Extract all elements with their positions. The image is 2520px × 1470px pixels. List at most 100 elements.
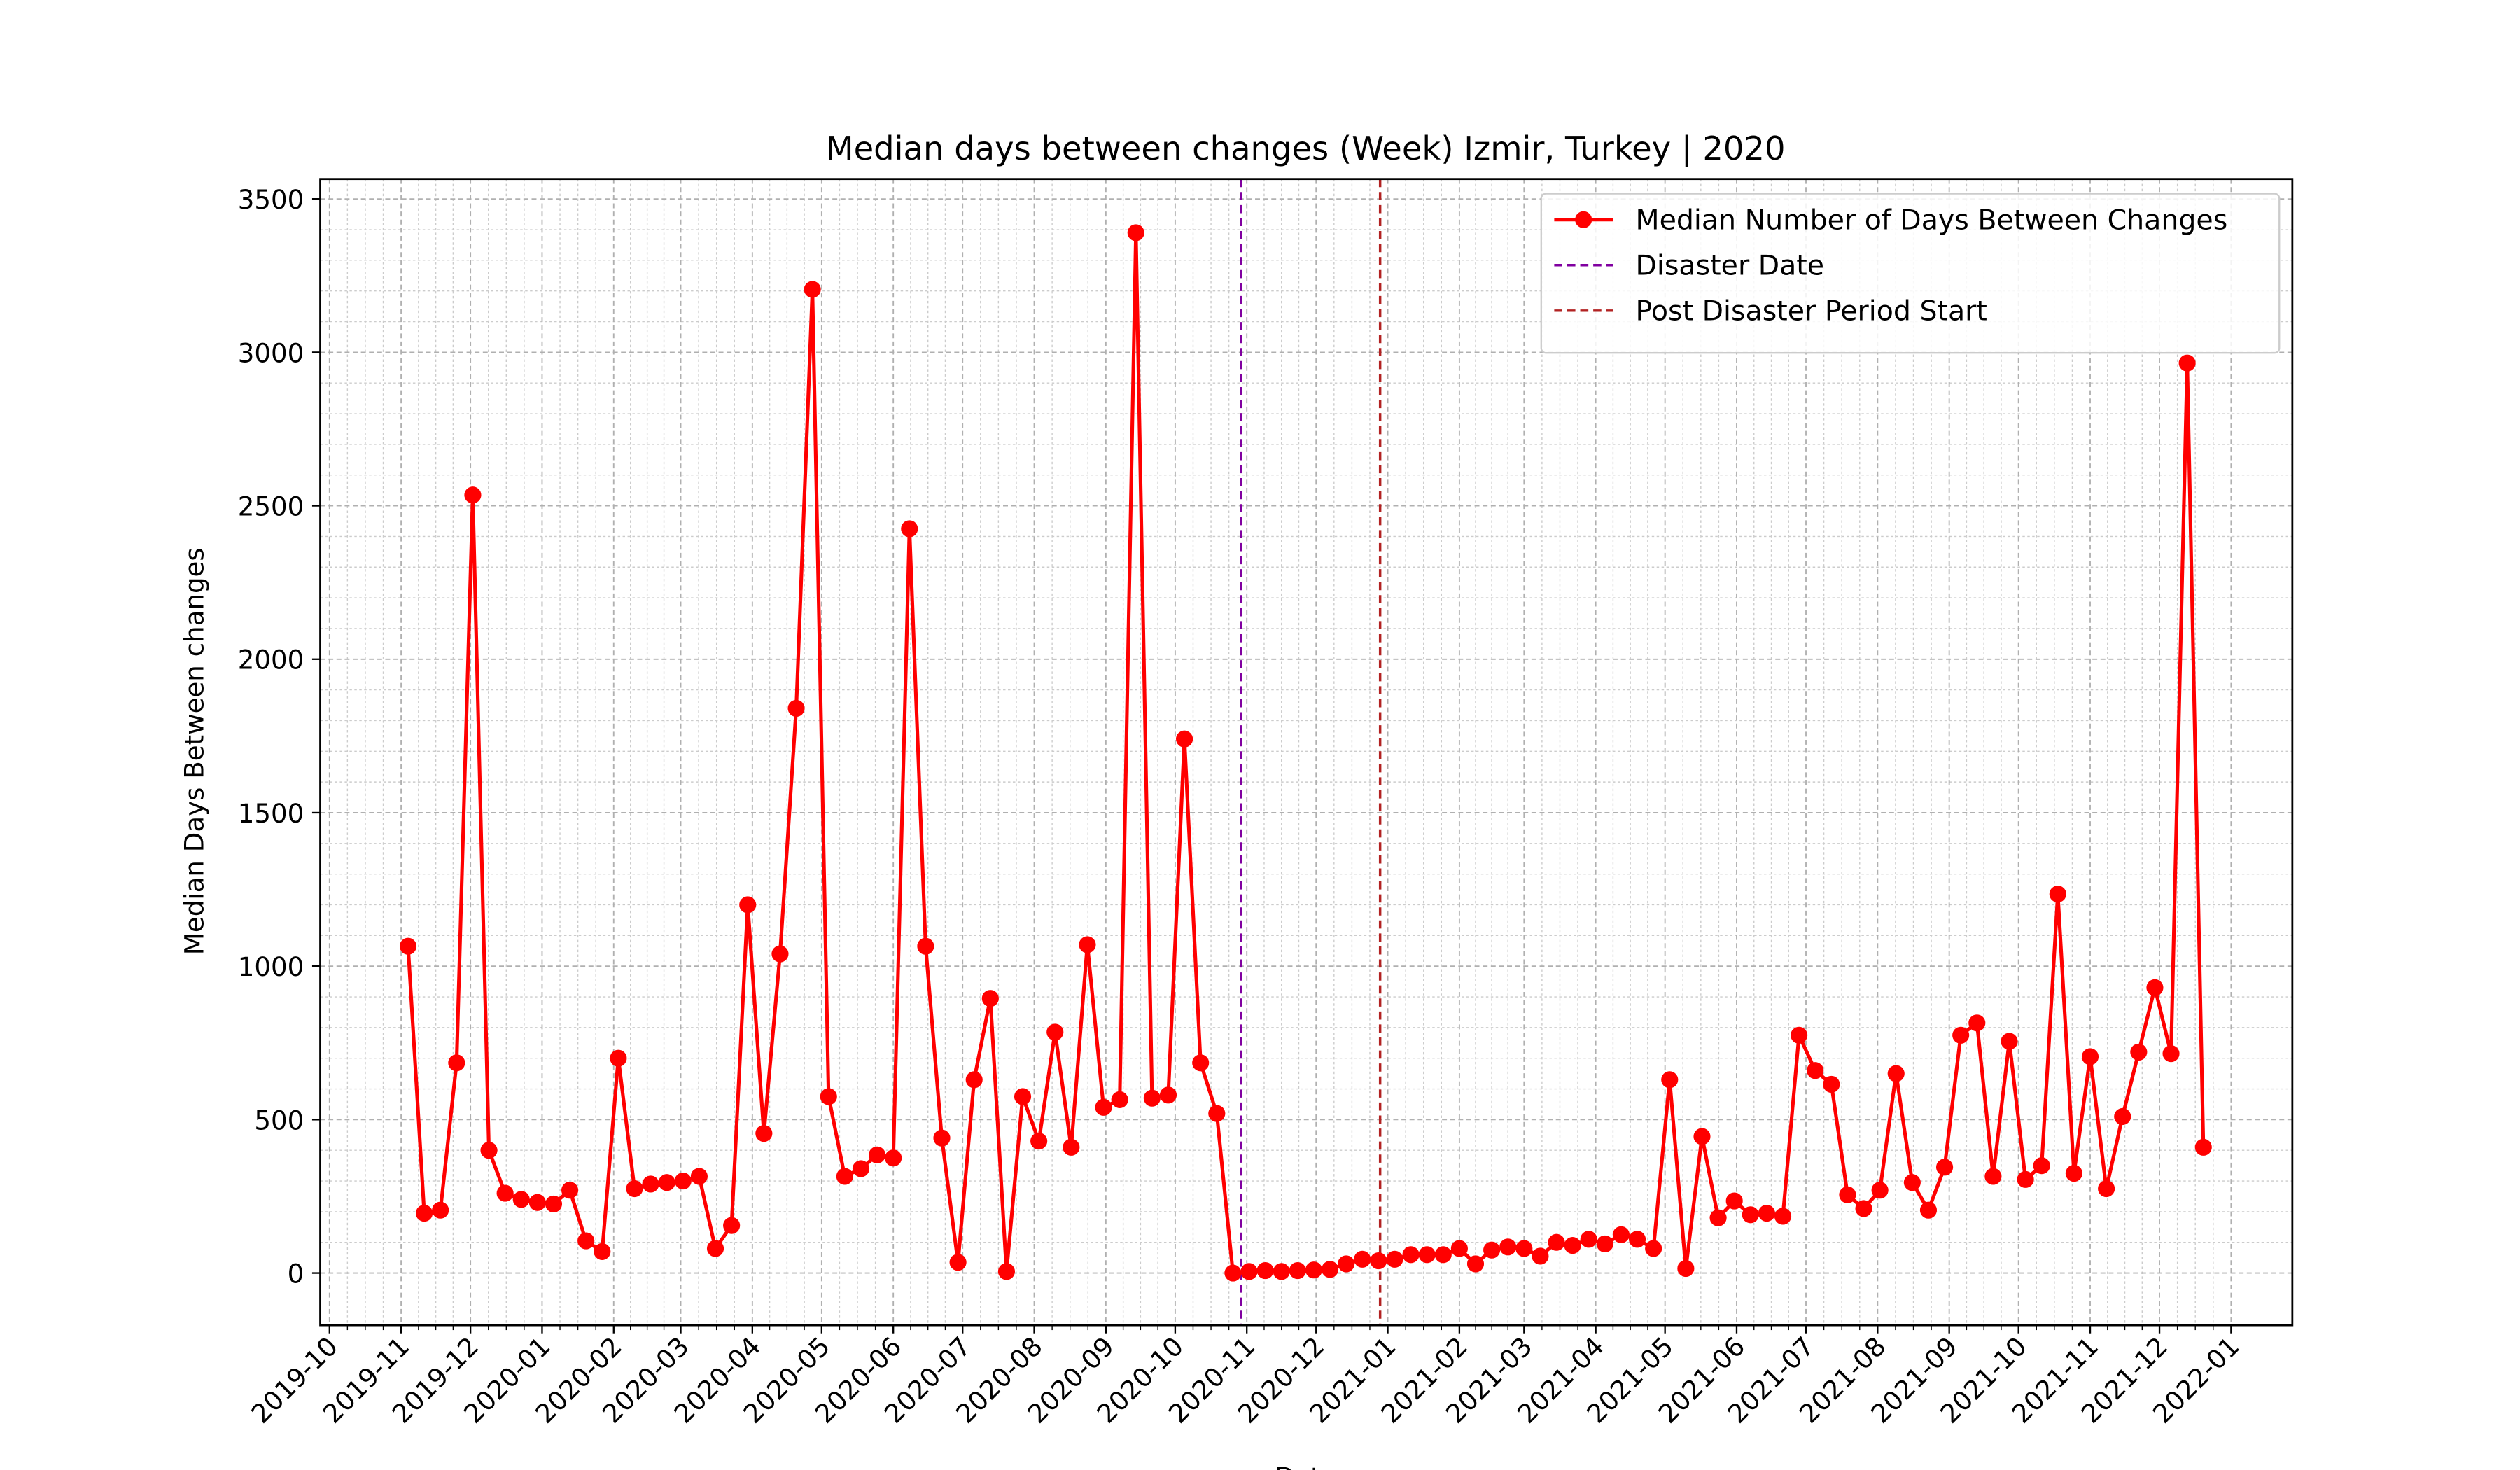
data-point [432, 1201, 449, 1219]
data-point [2194, 1138, 2212, 1156]
data-point [755, 1125, 773, 1142]
data-point [1887, 1065, 1905, 1082]
data-point [1434, 1246, 1452, 1264]
y-tick-label: 1000 [238, 952, 304, 982]
data-point [1709, 1209, 1727, 1226]
data-point [1338, 1255, 1355, 1273]
data-point [1516, 1240, 1533, 1257]
data-point [1774, 1208, 1792, 1225]
data-point [1984, 1168, 2002, 1185]
data-point [690, 1168, 708, 1185]
data-point [1063, 1138, 1080, 1156]
legend-label: Post Disaster Period Start [1636, 295, 1987, 328]
data-point [965, 1071, 983, 1088]
data-point [674, 1172, 692, 1190]
data-point [869, 1146, 886, 1163]
data-point [1354, 1250, 1371, 1268]
legend-label: Disaster Date [1636, 250, 1825, 282]
data-point [1014, 1088, 1032, 1105]
data-point [2001, 1032, 2018, 1050]
data-point [836, 1168, 853, 1185]
data-point [1693, 1128, 1711, 1145]
data-point [917, 937, 934, 955]
y-tick-label: 0 [288, 1259, 304, 1289]
data-point [1273, 1263, 1290, 1280]
y-tick-label: 3000 [238, 338, 304, 368]
data-point [1224, 1264, 1242, 1282]
data-point [1677, 1259, 1695, 1278]
plot-frame [319, 178, 2294, 1326]
data-point [1127, 224, 1144, 241]
data-point [2178, 354, 2196, 372]
data-point [480, 1142, 498, 1159]
data-point [739, 896, 757, 913]
data-point [706, 1240, 724, 1257]
data-point [1726, 1192, 1743, 1210]
data-point [1758, 1205, 1775, 1222]
data-point [2146, 979, 2164, 996]
data-point [578, 1232, 595, 1250]
data-point [464, 486, 482, 504]
data-point [1111, 1091, 1128, 1108]
data-point [1903, 1174, 1921, 1191]
data-point [1952, 1026, 1970, 1044]
data-point [2033, 1157, 2050, 1175]
legend-label: Median Number of Days Between Changes [1636, 204, 2228, 237]
data-point [788, 699, 805, 717]
data-point [771, 945, 789, 962]
data-point [1143, 1089, 1161, 1107]
legend-box [1540, 192, 2281, 354]
data-point [1612, 1226, 1630, 1243]
data-point [1289, 1261, 1306, 1280]
data-point [723, 1217, 741, 1234]
data-point [804, 281, 821, 298]
data-point [1192, 1054, 1210, 1072]
data-point [2162, 1045, 2180, 1063]
data-point [1596, 1235, 1614, 1252]
data-point [1240, 1263, 1258, 1280]
data-point [949, 1254, 967, 1271]
legend-marker [1575, 211, 1592, 228]
data-point [2114, 1107, 2132, 1126]
data-point [399, 937, 417, 955]
data-point [1046, 1023, 1064, 1041]
data-point [1935, 1158, 1954, 1176]
data-point [1466, 1255, 1485, 1273]
data-point [642, 1175, 659, 1193]
data-point [2081, 1048, 2099, 1065]
data-point [416, 1205, 433, 1222]
data-point [1791, 1026, 1808, 1044]
data-point [1645, 1240, 1662, 1257]
data-point [658, 1174, 676, 1191]
data-point [933, 1129, 951, 1147]
data-point [1564, 1237, 1581, 1254]
data-point [496, 1184, 514, 1202]
data-point [1321, 1261, 1339, 1278]
y-tick-label: 1500 [238, 799, 304, 829]
legend: Median Number of Days Between Changes Dis… [1540, 192, 2281, 354]
data-point [1079, 936, 1096, 953]
data-point [1823, 1075, 1840, 1093]
data-point [528, 1194, 546, 1211]
data-point [1839, 1186, 1856, 1203]
data-point [1742, 1206, 1759, 1224]
data-point [1532, 1247, 1549, 1265]
data-point [997, 1263, 1016, 1280]
data-point [1450, 1240, 1468, 1257]
chart-title: Median days between changes (Week) Izmir… [826, 130, 1786, 168]
data-point [1855, 1200, 1872, 1217]
data-point [1580, 1231, 1597, 1248]
data-point [1402, 1246, 1420, 1264]
y-axis-label: Median Days Between changes [179, 547, 209, 955]
data-point [2130, 1043, 2148, 1060]
data-point [594, 1242, 611, 1260]
data-point [1095, 1098, 1112, 1116]
data-point [1871, 1182, 1889, 1199]
data-point [1305, 1261, 1323, 1279]
y-tick-label: 500 [254, 1105, 304, 1135]
data-point [1208, 1105, 1226, 1122]
data-point [545, 1195, 563, 1213]
data-point [2065, 1165, 2082, 1182]
